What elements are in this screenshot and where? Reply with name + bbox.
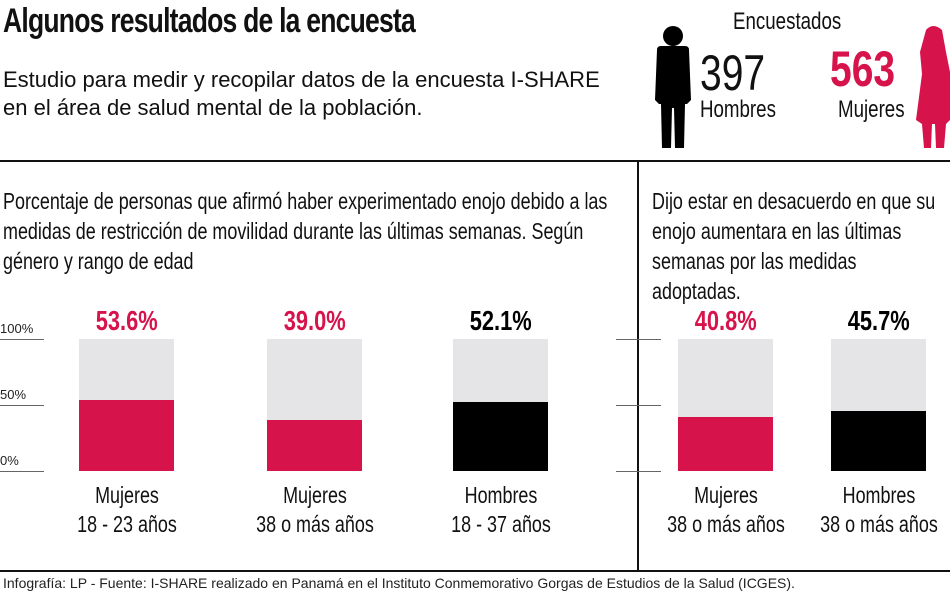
women-count-text: 563 — [830, 41, 896, 97]
category-line2: 18 - 37 años — [450, 511, 551, 537]
axis-tick-line — [0, 405, 44, 406]
category-line2: 38 o más años — [666, 511, 785, 537]
respondents-label: Encuestados — [733, 8, 872, 36]
title-text: Algunos resultados de la encuesta — [3, 2, 416, 40]
bar-value-label: 39.0% — [225, 305, 405, 337]
axis-tick-line — [616, 471, 661, 472]
axis-tick-line — [616, 339, 661, 340]
category-line1: Mujeres — [94, 482, 159, 508]
bar-value-text: 39.0% — [283, 305, 346, 336]
bar-category-label: Hombres 38 o más años — [779, 481, 950, 539]
bar — [79, 400, 174, 471]
axis-tick-label: 100% — [0, 321, 34, 336]
bar-category-label: Mujeres 38 o más años — [215, 481, 415, 539]
category-line2: 18 - 23 años — [76, 511, 177, 537]
page-title: Algunos resultados de la encuesta — [3, 2, 531, 41]
bar-value-text: 53.6% — [95, 305, 158, 336]
header-divider — [0, 160, 950, 162]
section-divider — [637, 160, 639, 571]
bar-value-label: 53.6% — [37, 305, 217, 337]
woman-silhouette-icon — [916, 26, 950, 148]
axis-tick-line — [0, 471, 44, 472]
bar — [267, 419, 362, 471]
bar-value-label: 45.7% — [789, 305, 950, 337]
page-subtitle: Estudio para medir y recopilar datos de … — [3, 67, 600, 120]
chart-2-title-text: Dijo estar en desacuerdo en que su enojo… — [652, 188, 936, 304]
bar-value-text: 52.1% — [469, 305, 532, 336]
bar-value-text: 40.8% — [694, 305, 757, 336]
category-line1: Mujeres — [282, 482, 347, 508]
category-line2: 38 o más años — [819, 511, 938, 537]
bar-category-label: Hombres 18 - 37 años — [401, 481, 601, 539]
chart-1-title: Porcentaje de personas que afirmó haber … — [3, 186, 783, 276]
footer-divider — [0, 570, 950, 572]
bar — [453, 402, 548, 471]
men-label-text: Hombres — [700, 96, 776, 123]
bar-value-label: 40.8% — [636, 305, 816, 337]
man-silhouette-icon — [655, 26, 691, 148]
bar-value-label: 52.1% — [411, 305, 591, 337]
bar — [678, 417, 773, 471]
men-count: 397 — [700, 48, 783, 98]
category-line1: Mujeres — [693, 482, 758, 508]
men-label: Hombres — [700, 96, 797, 124]
bar-category-label: Mujeres 18 - 23 años — [27, 481, 227, 539]
respondents-label-text: Encuestados — [733, 8, 842, 35]
axis-tick-label: 50% — [0, 387, 27, 402]
axis-tick-label: 0% — [0, 453, 19, 468]
men-count-text: 397 — [700, 45, 766, 101]
chart-2-title: Dijo estar en desacuerdo en que su enojo… — [652, 186, 950, 306]
category-line2: 38 o más años — [255, 511, 374, 537]
women-label: Mujeres — [838, 96, 923, 124]
women-label-text: Mujeres — [838, 96, 905, 123]
bar — [831, 410, 926, 471]
bar-category-label: Mujeres 38 o más años — [626, 481, 826, 539]
axis-tick-line — [616, 405, 661, 406]
women-count: 563 — [830, 44, 913, 94]
chart-1-title-text: Porcentaje de personas que afirmó haber … — [3, 188, 608, 274]
category-line1: Hombres — [842, 482, 915, 508]
category-line1: Hombres — [464, 482, 537, 508]
bar-value-text: 45.7% — [847, 305, 910, 336]
axis-tick-line — [0, 339, 44, 340]
footer-credit: Infografía: LP - Fuente: I-SHARE realiza… — [3, 575, 795, 591]
